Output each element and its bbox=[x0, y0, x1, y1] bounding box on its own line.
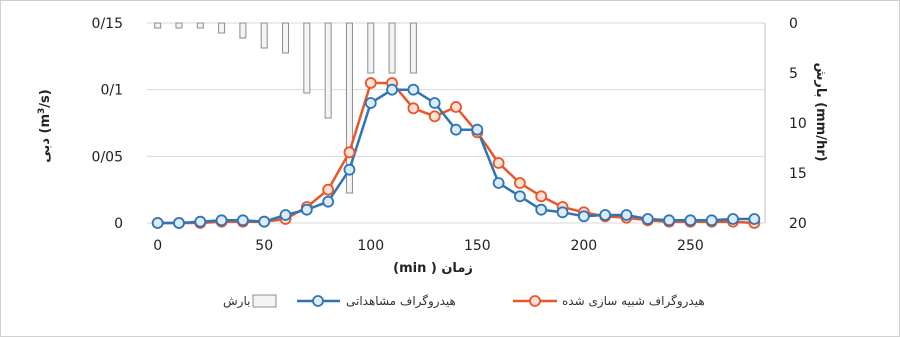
observed-point bbox=[748, 213, 761, 225]
rainfall-bar bbox=[154, 22, 162, 29]
simulated-point bbox=[343, 146, 356, 159]
y-axis-left-title: دبی (m3/s) bbox=[37, 89, 53, 162]
simulated-point bbox=[407, 102, 420, 115]
gridlines bbox=[147, 22, 765, 224]
y-left-tick-label: 0/05 bbox=[92, 149, 123, 165]
rainfall-bar bbox=[282, 22, 290, 54]
observed-point bbox=[641, 213, 654, 225]
legend-item-observed: هیدروگراف مشاهداتی bbox=[297, 294, 456, 309]
rainfall-bar bbox=[218, 22, 226, 34]
rainfall-bar bbox=[388, 22, 396, 74]
x-tick-label: 150 bbox=[464, 238, 491, 254]
observed-point bbox=[279, 209, 292, 221]
simulated-point bbox=[450, 101, 462, 113]
rainfall-bar bbox=[260, 22, 268, 49]
observed-point bbox=[535, 203, 548, 216]
legend-marker-observed bbox=[312, 295, 324, 307]
observed-point bbox=[663, 214, 676, 227]
observed-point bbox=[258, 215, 271, 228]
observed-point bbox=[599, 209, 612, 221]
y-left-tick-label: 0/1 bbox=[100, 83, 123, 99]
observed-point bbox=[450, 123, 462, 136]
observed-point bbox=[407, 83, 420, 96]
observed-point bbox=[705, 214, 718, 227]
observed-point bbox=[343, 163, 356, 176]
legend-item-simulated: هیدروگراف شبیه سازی شده bbox=[513, 294, 705, 309]
y-right-tick-label: 20 bbox=[789, 216, 807, 232]
x-tick-label: 200 bbox=[570, 238, 597, 254]
simulated-point bbox=[535, 190, 548, 203]
y-right-tick-label: 0 bbox=[789, 16, 798, 32]
y-axis-right-title: بارش (mm/hr) bbox=[813, 62, 828, 161]
y-left-tick-label: 0/15 bbox=[92, 16, 123, 32]
observed-point bbox=[492, 177, 505, 189]
rainfall-bar bbox=[196, 22, 204, 29]
x-axis-title: زمان ( min) bbox=[393, 261, 473, 276]
y-left-tick-label: 0 bbox=[114, 216, 123, 232]
legend-label-simulated: هیدروگراف شبیه سازی شده bbox=[562, 294, 705, 309]
observed-point bbox=[727, 213, 739, 225]
rainfall-bar bbox=[409, 22, 417, 74]
observed-point bbox=[173, 217, 185, 229]
rainfall-bars bbox=[154, 22, 417, 194]
rainfall-bar bbox=[324, 22, 332, 119]
observed-point bbox=[556, 206, 569, 219]
rainfall-bar bbox=[367, 22, 375, 74]
hydrograph-lines bbox=[151, 77, 761, 229]
observed-point bbox=[151, 217, 164, 229]
observed-point bbox=[322, 195, 335, 208]
y-right-tick-label: 10 bbox=[789, 116, 807, 132]
legend-swatch-rainfall bbox=[252, 294, 277, 308]
observed-point bbox=[215, 214, 228, 227]
rainfall-bar bbox=[345, 22, 353, 194]
x-tick-label: 50 bbox=[255, 238, 273, 254]
y-right-tick-label: 5 bbox=[789, 66, 798, 82]
legend-label-rainfall: بارش bbox=[223, 294, 250, 309]
observed-point bbox=[428, 97, 441, 109]
x-tick-label: 100 bbox=[357, 238, 384, 254]
rainfall-bar bbox=[303, 22, 311, 94]
simulated-point bbox=[514, 177, 526, 189]
legend: هیدروگراف شبیه سازی شده هیدروگراف مشاهدا… bbox=[223, 294, 705, 309]
observed-point bbox=[194, 215, 207, 228]
observed-point bbox=[471, 123, 484, 136]
observed-point bbox=[300, 203, 313, 216]
observed-point bbox=[577, 210, 590, 223]
simulated-point bbox=[428, 110, 441, 123]
simulated-point bbox=[492, 157, 505, 169]
simulated-point bbox=[364, 77, 377, 89]
rainfall-bar bbox=[239, 22, 247, 39]
legend-item-rainfall: بارش bbox=[223, 294, 277, 309]
legend-label-observed: هیدروگراف مشاهداتی bbox=[346, 294, 456, 309]
observed-point bbox=[684, 214, 697, 227]
simulated-point bbox=[322, 183, 335, 196]
x-tick-label: 250 bbox=[677, 238, 704, 254]
x-tick-label: 0 bbox=[153, 238, 162, 254]
observed-point bbox=[514, 190, 526, 203]
rainfall-bar bbox=[175, 22, 183, 29]
legend-marker-simulated bbox=[529, 295, 541, 307]
observed-point bbox=[364, 97, 377, 109]
y-right-tick-label: 15 bbox=[789, 166, 807, 182]
observed-point bbox=[620, 209, 633, 221]
observed-point bbox=[236, 214, 249, 227]
observed-point bbox=[386, 83, 398, 96]
